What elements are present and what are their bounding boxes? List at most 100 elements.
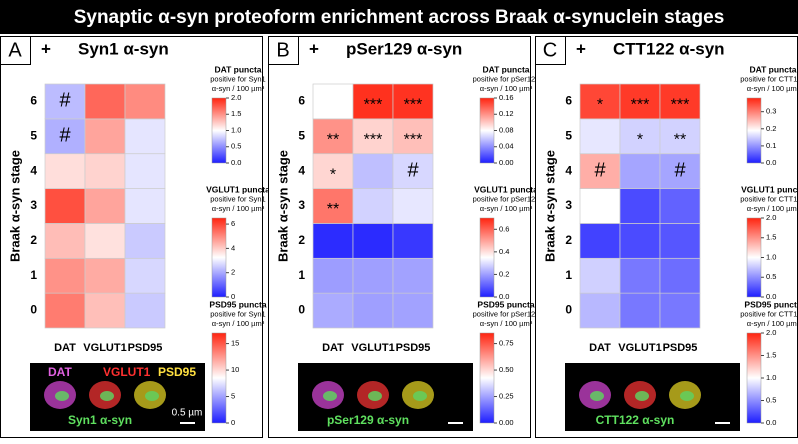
- colorbar: [212, 218, 226, 297]
- heatmap-cell: [580, 223, 620, 258]
- colorbar: [747, 98, 761, 163]
- significance-mark: ***: [404, 132, 423, 149]
- colorbar-tick-label: 0.1: [766, 141, 776, 150]
- heatmap-cell: [620, 189, 660, 224]
- colorbar-tick-label: 1.5: [766, 350, 776, 359]
- significance-mark: #: [59, 125, 71, 147]
- colorbar-label: positive for CTT122: [740, 309, 798, 318]
- significance-mark: **: [327, 201, 339, 218]
- figure-title: Synaptic α-syn proteoform enrichment acr…: [74, 7, 725, 28]
- panel-label: B: [276, 39, 289, 61]
- y-tick-label: 5: [30, 128, 37, 142]
- inset-channel-label: DAT: [48, 365, 72, 379]
- heatmap-cell: [125, 293, 165, 328]
- colorbar-label: α-syn / 100 µm³: [747, 84, 798, 93]
- puncta-core: [55, 391, 69, 401]
- panel-label: A: [8, 39, 22, 61]
- heatmap-cell: [353, 154, 393, 189]
- colorbar-label: positive for pSer129: [473, 194, 540, 203]
- colorbar-tick-label: 0.75: [499, 339, 514, 348]
- heatmap-cell: [393, 189, 433, 224]
- colorbar-tick-label: 5: [231, 392, 235, 401]
- significance-mark: #: [59, 90, 71, 112]
- puncta-core: [680, 391, 694, 401]
- heatmap-cell: [580, 293, 620, 328]
- x-tick-label: DAT: [322, 342, 344, 354]
- colorbar-tick-label: 0.5: [231, 142, 241, 151]
- colorbar-tick-label: 15: [231, 339, 239, 348]
- colorbar-tick-label: 0.5: [766, 395, 776, 404]
- heatmap-cell: [45, 258, 85, 293]
- puncta-core: [635, 391, 649, 401]
- heatmap-cell: [125, 154, 165, 189]
- heatmap-cell: [353, 189, 393, 224]
- colorbar-label: α-syn / 100 µm³: [212, 319, 265, 328]
- y-tick-label: 2: [298, 233, 305, 247]
- heatmap-cell: [125, 223, 165, 258]
- y-tick-label: 1: [565, 268, 572, 282]
- panel-title: CTT122 α-syn: [613, 39, 725, 58]
- colorbar-tick-label: 0.0: [766, 418, 776, 427]
- heatmap-cell: [393, 258, 433, 293]
- heatmap-cell: [125, 258, 165, 293]
- title-prefix: +: [41, 39, 51, 58]
- y-axis-label: Braak α-syn stage: [7, 150, 22, 262]
- heatmap-cell: [353, 258, 393, 293]
- heatmap-cell: [85, 223, 125, 258]
- significance-mark: #: [594, 159, 606, 181]
- colorbar-label: DAT puncta: [482, 64, 529, 74]
- significance-mark: ***: [671, 97, 690, 114]
- colorbar-label: α-syn / 100 µm³: [480, 84, 533, 93]
- colorbar: [747, 218, 761, 297]
- y-tick-label: 0: [298, 303, 305, 317]
- colorbar-label: PSD95 puncta: [744, 299, 798, 309]
- significance-mark: ***: [364, 132, 383, 149]
- colorbar-tick-label: 0.25: [499, 392, 514, 401]
- significance-mark: #: [674, 159, 686, 181]
- heatmap-cell: [580, 119, 620, 154]
- heatmap-cell: [393, 223, 433, 258]
- heatmap-cell: [125, 119, 165, 154]
- y-tick-label: 4: [298, 163, 305, 177]
- heatmap-cell: [353, 223, 393, 258]
- colorbar-tick-label: 0.00: [499, 158, 514, 167]
- heatmap-cell: [660, 189, 700, 224]
- heatmap-cell: [660, 258, 700, 293]
- inset-caption: pSer129 α-syn: [327, 413, 409, 427]
- inset-channel-label: VGLUT1: [103, 365, 151, 379]
- colorbar-tick-label: 0.5: [766, 272, 776, 281]
- y-tick-label: 1: [298, 268, 305, 282]
- colorbar-tick-label: 0.6: [499, 224, 509, 233]
- puncta-core: [323, 391, 337, 401]
- colorbar: [747, 333, 761, 423]
- y-tick-label: 2: [30, 233, 37, 247]
- colorbar-label: positive for CTT122: [740, 74, 798, 83]
- y-tick-label: 5: [298, 128, 305, 142]
- colorbar-tick-label: 4: [231, 243, 235, 252]
- scale-label: 0.5 µm: [172, 408, 203, 419]
- colorbar-label: positive for Syn1: [210, 194, 265, 203]
- colorbar-tick-label: 0.3: [766, 107, 776, 116]
- y-tick-label: 5: [565, 128, 572, 142]
- heatmap-cell: [85, 258, 125, 293]
- heatmap-cell: [85, 84, 125, 119]
- colorbar-tick-label: 1.5: [231, 109, 241, 118]
- heatmap-cell: [45, 189, 85, 224]
- heatmap-cell: [313, 223, 353, 258]
- y-tick-label: 2: [565, 233, 572, 247]
- heatmap-cell: [125, 84, 165, 119]
- panel-title: pSer129 α-syn: [346, 39, 462, 58]
- significance-mark: *: [330, 166, 336, 183]
- heatmap-cell: [313, 258, 353, 293]
- panel-title: Syn1 α-syn: [78, 39, 169, 58]
- colorbar-label: positive for Syn1: [210, 309, 265, 318]
- heatmap-cell: [85, 154, 125, 189]
- heatmap-cell: [620, 258, 660, 293]
- x-tick-label: PSD95: [663, 342, 698, 354]
- colorbar-tick-label: 2.0: [766, 328, 776, 337]
- x-tick-label: DAT: [589, 342, 611, 354]
- colorbar-tick-label: 0.4: [499, 247, 509, 256]
